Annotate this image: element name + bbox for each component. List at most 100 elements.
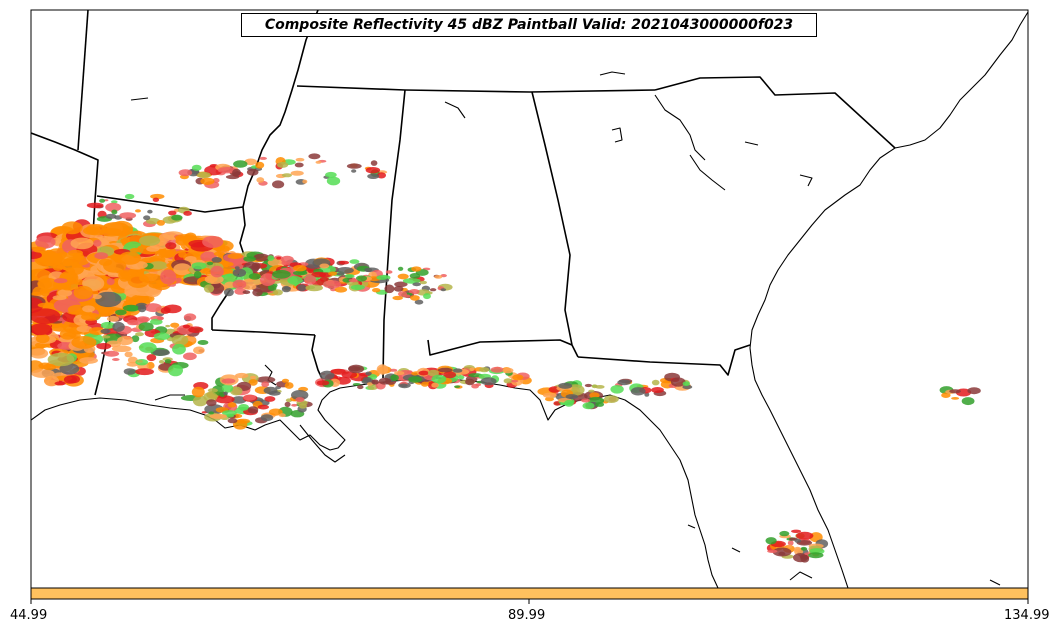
reflectivity-blob	[136, 360, 143, 363]
reflectivity-blob	[31, 251, 42, 259]
reflectivity-blob	[227, 253, 243, 259]
reflectivity-blob	[129, 286, 161, 296]
reflectivity-blob	[319, 276, 329, 282]
reflectivity-blob	[226, 269, 234, 273]
reflectivity-blob	[348, 278, 358, 283]
reflectivity-blob	[249, 375, 257, 380]
reflectivity-blob	[111, 209, 118, 215]
reflectivity-blob	[70, 237, 94, 250]
reflectivity-blob	[146, 354, 157, 362]
reflectivity-blob	[234, 266, 240, 270]
reflectivity-blob	[135, 209, 141, 213]
reflectivity-blob	[427, 369, 439, 377]
reflectivity-blob	[227, 402, 237, 408]
reflectivity-blob	[248, 273, 261, 280]
reflectivity-blob	[105, 213, 117, 219]
reflectivity-blob	[365, 371, 372, 376]
reflectivity-blob	[193, 270, 202, 279]
reflectivity-blob	[104, 350, 120, 357]
reflectivity-blob	[168, 210, 177, 216]
reflectivity-blob	[409, 289, 420, 295]
reflectivity-blob	[186, 336, 197, 343]
reflectivity-blob	[223, 391, 228, 396]
reflectivity-blob	[793, 546, 802, 553]
reflectivity-blob	[256, 177, 265, 183]
reflectivity-blob	[241, 278, 263, 286]
reflectivity-blob	[71, 336, 97, 349]
reflectivity-blob	[402, 278, 421, 284]
reflectivity-blob	[156, 220, 165, 226]
reflectivity-blob	[479, 367, 490, 373]
reflectivity-blob	[397, 273, 409, 280]
reflectivity-blob	[203, 284, 215, 293]
reflectivity-blob	[131, 335, 140, 343]
reflectivity-blob	[219, 393, 225, 398]
reflectivity-blob	[88, 327, 106, 336]
reflectivity-blob	[86, 202, 104, 209]
reflectivity-blob	[595, 385, 605, 389]
reflectivity-blob	[588, 389, 595, 393]
reflectivity-blob	[160, 307, 171, 314]
reflectivity-blob	[236, 418, 250, 424]
reflectivity-blob	[238, 404, 250, 411]
colorbar-tick-label-right: 134.99	[1004, 608, 1050, 623]
reflectivity-blob	[105, 202, 122, 212]
reflectivity-blob	[630, 387, 646, 396]
reflectivity-blob	[362, 377, 372, 382]
reflectivity-blob	[951, 397, 960, 400]
reflectivity-blob	[175, 236, 192, 246]
reflectivity-blob	[135, 332, 144, 337]
reflectivity-blob	[111, 200, 118, 204]
reflectivity-blob	[330, 368, 346, 375]
reflectivity-blob	[178, 169, 193, 177]
reflectivity-blob	[344, 274, 355, 279]
reflectivity-blob	[54, 381, 66, 386]
reflectivity-blob	[232, 268, 247, 277]
reflectivity-blob	[304, 274, 317, 285]
reflectivity-blob	[83, 226, 100, 235]
reflectivity-blob	[127, 273, 150, 289]
reflectivity-blob	[276, 256, 282, 260]
reflectivity-blob	[93, 239, 102, 247]
reflectivity-blob	[558, 382, 573, 389]
reflectivity-blob	[348, 364, 365, 374]
reflectivity-blob	[138, 322, 154, 332]
reflectivity-blob	[59, 281, 78, 291]
reflectivity-blob	[96, 343, 112, 350]
reflectivity-blob	[206, 261, 214, 266]
reflectivity-blob	[223, 288, 234, 297]
reflectivity-blob	[295, 157, 305, 162]
reflectivity-blob	[800, 546, 808, 551]
reflectivity-blob	[138, 235, 161, 246]
colorbar-tick-label-left: 44.99	[10, 608, 48, 623]
reflectivity-blob	[268, 284, 277, 291]
reflectivity-blob	[115, 309, 127, 316]
reflectivity-blob	[31, 291, 44, 296]
reflectivity-blob	[475, 383, 482, 387]
reflectivity-blob	[252, 288, 263, 297]
reflectivity-blob	[336, 272, 345, 276]
reflectivity-blob	[177, 324, 195, 335]
reflectivity-blob	[261, 381, 270, 388]
reflectivity-blob	[431, 374, 447, 384]
reflectivity-blob	[365, 167, 381, 174]
reflectivity-blob	[100, 321, 116, 329]
reflectivity-blob	[118, 251, 141, 265]
reflectivity-blob	[290, 170, 304, 176]
reflectivity-blob	[334, 286, 348, 293]
reflectivity-blob	[542, 392, 557, 398]
reflectivity-blob	[276, 161, 289, 168]
reflectivity-blob	[651, 387, 664, 393]
map-title: Composite Reflectivity 45 dBZ Paintball …	[241, 13, 817, 37]
reflectivity-blob	[32, 246, 46, 253]
reflectivity-blob	[124, 193, 135, 200]
reflectivity-blob	[171, 214, 183, 221]
reflectivity-blob	[512, 374, 524, 381]
reflectivity-blob	[357, 385, 364, 390]
reflectivity-blob	[138, 342, 157, 353]
reflectivity-blob	[31, 323, 53, 335]
reflectivity-paintball-icon	[31, 153, 981, 563]
reflectivity-blob	[76, 325, 93, 333]
reflectivity-blob	[503, 378, 513, 384]
reflectivity-blob	[209, 413, 228, 419]
